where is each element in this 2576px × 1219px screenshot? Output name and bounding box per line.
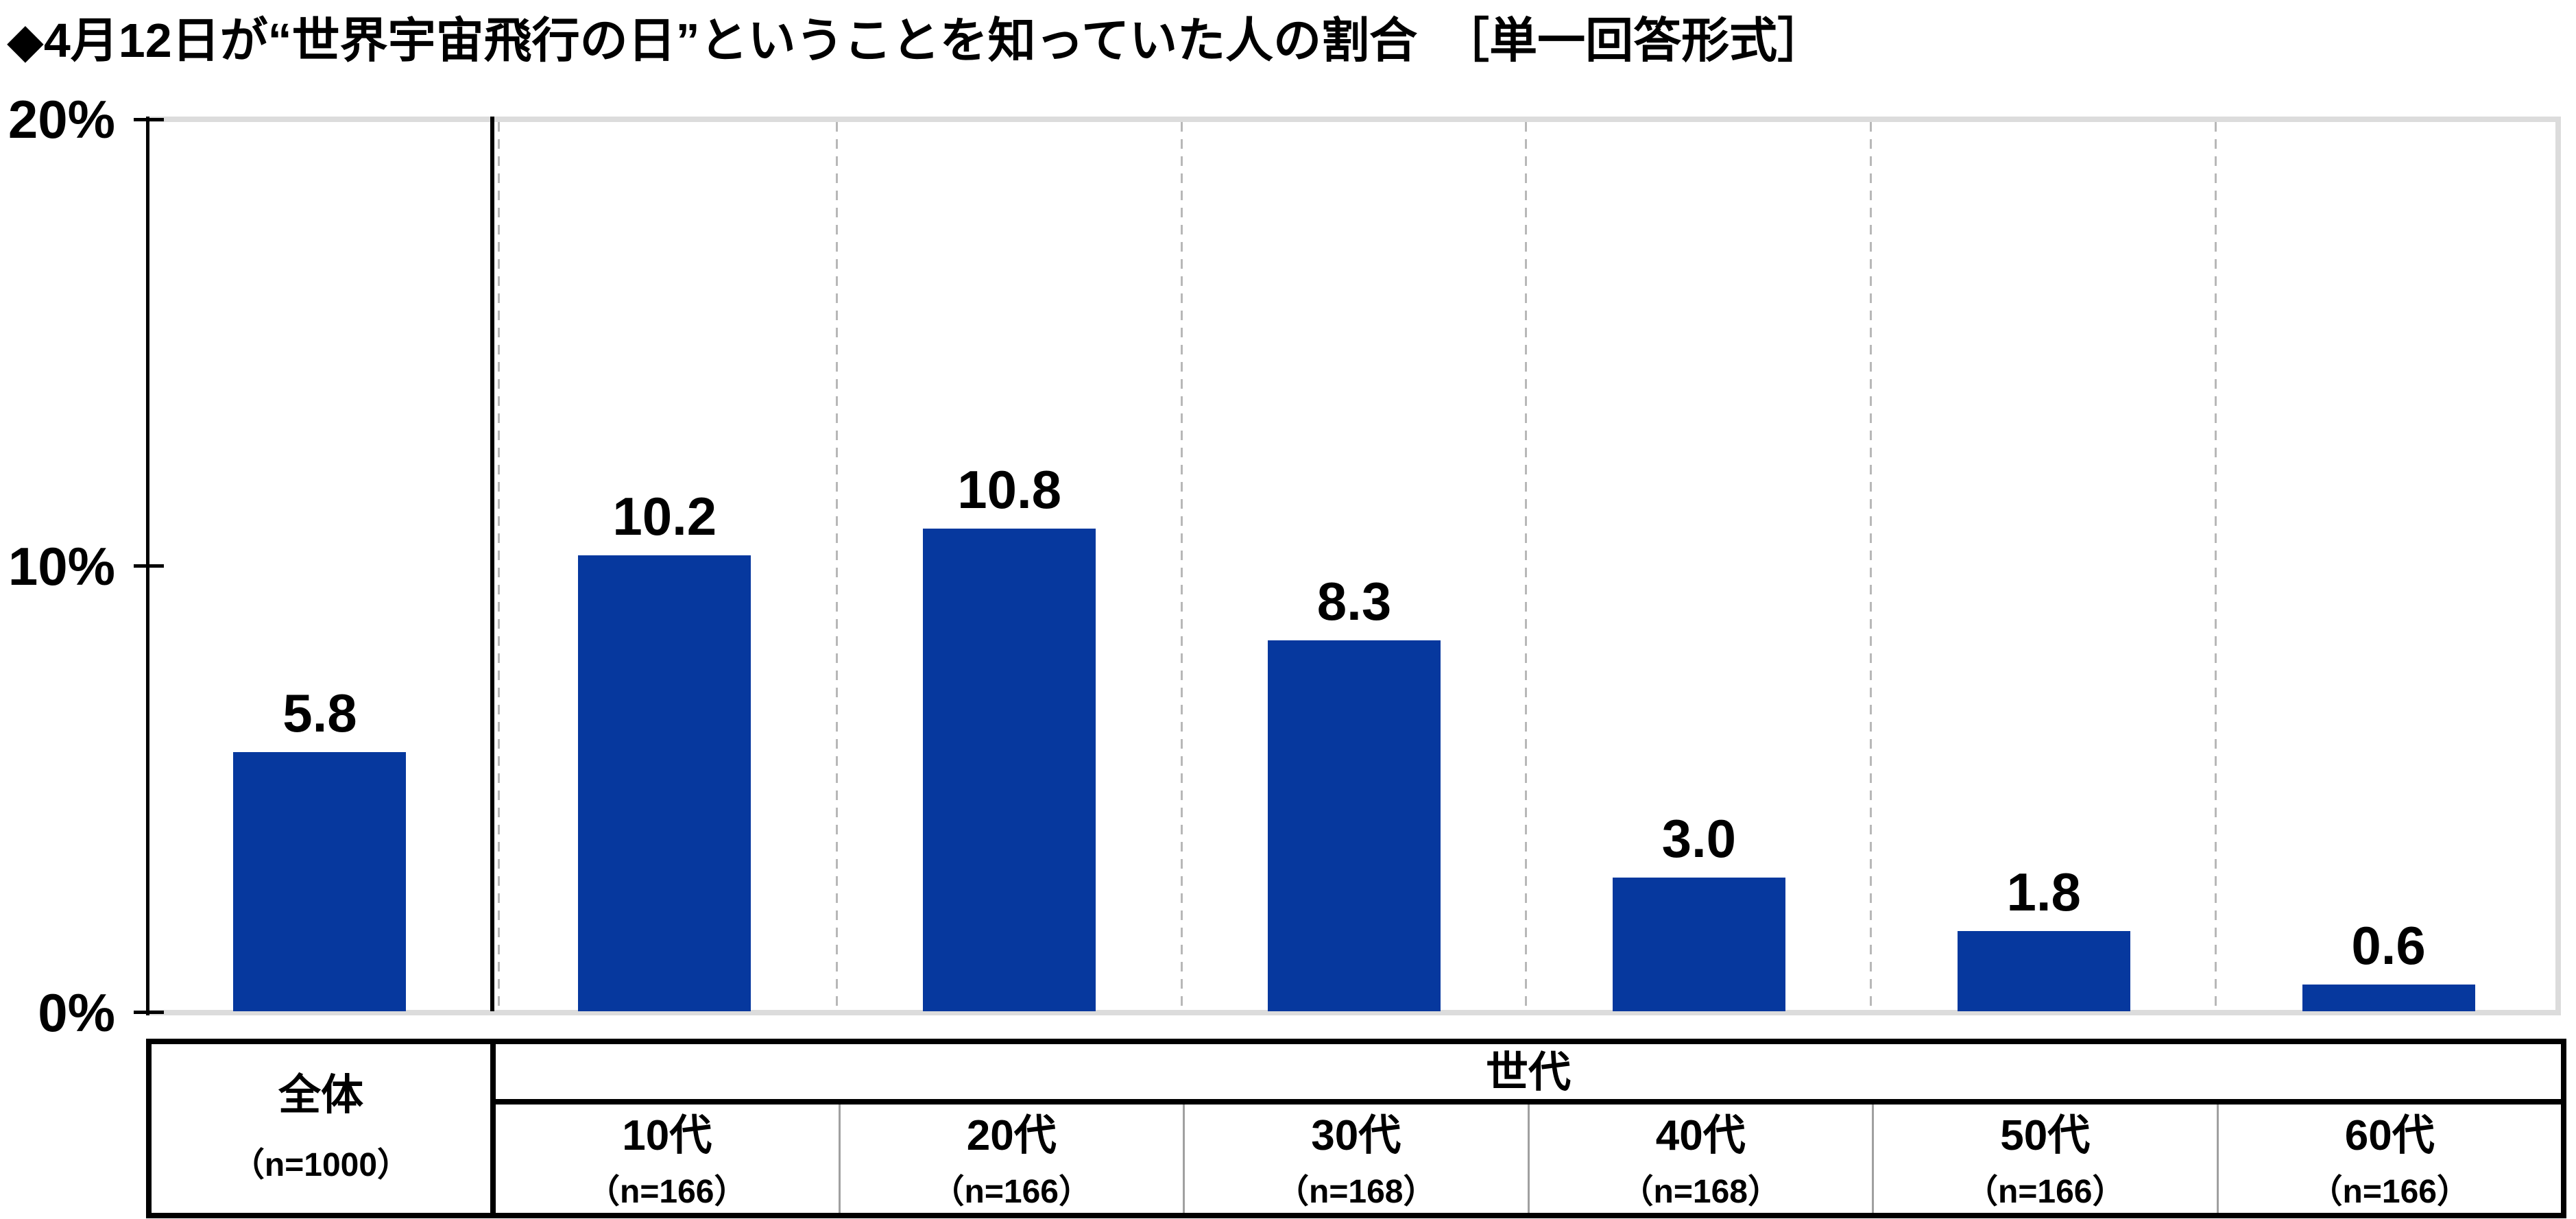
y-axis-label-10: 10% <box>8 536 115 596</box>
column-separator <box>1870 122 1873 1010</box>
table-cell-30代: 30代 （n=168） <box>1185 1105 1530 1213</box>
table-cell-40代: 40代 （n=168） <box>1530 1105 1874 1213</box>
column-separator <box>835 122 838 1010</box>
y-axis-tick-10 <box>134 564 164 568</box>
column-separator <box>497 122 500 1010</box>
plot-right-border <box>2555 117 2561 1015</box>
value-label-60代: 0.6 <box>2351 915 2426 976</box>
y-axis-tick-0 <box>134 1011 164 1014</box>
bar-全体 <box>233 752 407 1011</box>
table-cell-50代: 50代 （n=166） <box>1874 1105 2219 1213</box>
y-axis-label-0: 0% <box>38 982 115 1043</box>
bar-10代 <box>578 555 751 1011</box>
category-label: 40代 <box>1655 1112 1746 1159</box>
category-label-total: 全体 <box>278 1072 363 1119</box>
value-label-20代: 10.8 <box>957 459 1062 520</box>
category-label: 30代 <box>1311 1112 1401 1159</box>
value-label-30代: 8.3 <box>1316 571 1392 632</box>
gridline-top <box>147 117 2561 122</box>
sample-size-label: （n=166） <box>2309 1174 2470 1210</box>
bar-20代 <box>923 529 1096 1011</box>
value-label-全体: 5.8 <box>282 683 357 744</box>
value-label-50代: 1.8 <box>2006 861 2081 922</box>
category-table: 全体 （n=1000） 世代 10代 （n=166） 20代 （n=166） 30代 （n… <box>146 1039 2566 1218</box>
sample-size-label: （n=168） <box>1620 1174 1781 1210</box>
category-label: 20代 <box>966 1112 1057 1159</box>
y-axis-tick-20 <box>134 118 164 121</box>
category-label: 60代 <box>2344 1112 2435 1159</box>
table-cell-20代: 20代 （n=166） <box>841 1105 1185 1213</box>
table-cell-60代: 60代 （n=166） <box>2219 1105 2562 1213</box>
baseline-gridline <box>147 1010 2561 1015</box>
value-label-10代: 10.2 <box>612 486 717 547</box>
sample-size-label: （n=166） <box>587 1174 747 1210</box>
plot-area: 5.8 10.2 10.8 8.3 3.0 1.8 0.6 <box>147 117 2561 1015</box>
value-label-40代: 3.0 <box>1661 808 1737 869</box>
bar-30代 <box>1268 640 1441 1011</box>
bar-60代 <box>2302 984 2475 1011</box>
y-axis-label-20: 20% <box>8 89 115 149</box>
generation-row: 10代 （n=166） 20代 （n=166） 30代 （n=168） 40代 （n=168）… <box>496 1105 2561 1213</box>
sample-size-label: （n=166） <box>1965 1174 2126 1210</box>
generation-section: 世代 10代 （n=166） 20代 （n=166） 30代 （n=168） 40代 （n=1… <box>496 1044 2561 1213</box>
table-cell-total: 全体 （n=1000） <box>152 1044 496 1213</box>
bar-50代 <box>1957 930 2130 1011</box>
column-separator <box>2215 122 2217 1010</box>
category-label: 10代 <box>622 1112 712 1159</box>
chart-title: ◆4月12日が“世界宇宙飛行の日”ということを知っていた人の割合 ［単一回答形式… <box>7 14 1826 67</box>
bar-40代 <box>1612 877 1785 1011</box>
sample-size-label: （n=168） <box>1276 1174 1436 1210</box>
category-label: 50代 <box>2000 1112 2091 1159</box>
column-separator <box>1525 122 1528 1010</box>
generation-group-header: 世代 <box>496 1044 2561 1105</box>
sample-size-label: （n=166） <box>931 1174 1092 1210</box>
column-separator <box>1180 122 1183 1010</box>
group-divider <box>490 117 494 1011</box>
sample-size-label-total: （n=1000） <box>231 1147 411 1183</box>
table-cell-10代: 10代 （n=166） <box>496 1105 841 1213</box>
